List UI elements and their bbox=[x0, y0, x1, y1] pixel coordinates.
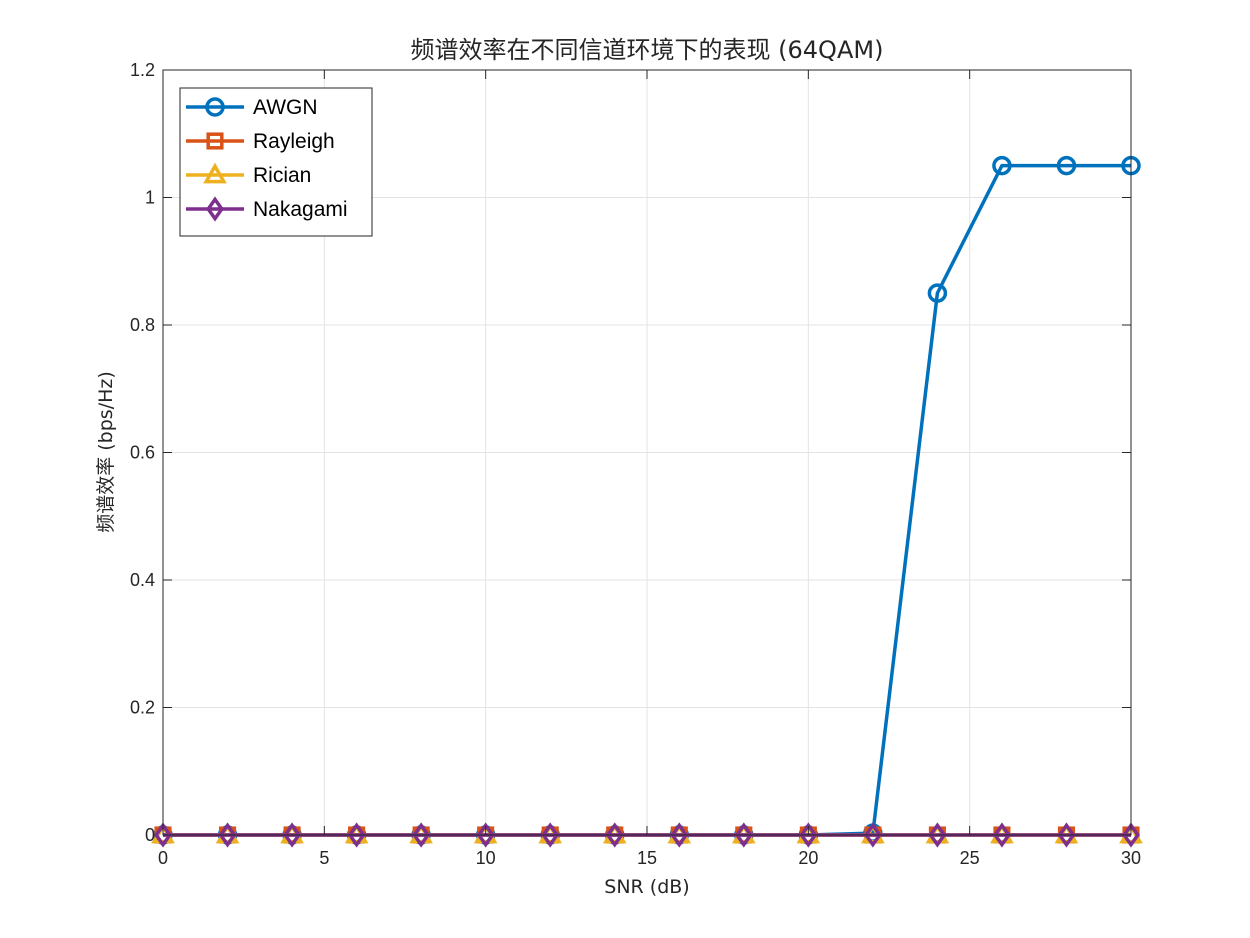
data-point-diamond bbox=[154, 822, 172, 848]
data-point-circle bbox=[927, 283, 948, 303]
y-tick-label: 1.2 bbox=[130, 60, 155, 80]
data-point-diamond bbox=[670, 822, 689, 848]
data-point-circle bbox=[205, 97, 225, 117]
axis-ticks: 0 5 10 15 20 25 30 0 0.2 0.4 0.6 0.8 1 1.2 bbox=[130, 60, 1141, 868]
x-tick-label: 25 bbox=[960, 848, 980, 868]
data-point-square bbox=[206, 132, 224, 150]
data-point-diamond bbox=[1057, 822, 1076, 848]
legend: AWGN Rayleigh Rician Nakagami bbox=[179, 87, 373, 237]
data-point-diamond bbox=[928, 822, 947, 848]
data-point-diamond bbox=[283, 822, 302, 848]
data-point-diamond bbox=[412, 822, 431, 848]
x-tick-label: 10 bbox=[476, 848, 496, 868]
y-tick-label: 0.4 bbox=[130, 570, 155, 590]
legend-label: Rayleigh bbox=[253, 130, 335, 153]
data-point-diamond bbox=[734, 822, 753, 848]
y-tick-label: 0.8 bbox=[130, 315, 155, 335]
chart-title: 频谱效率在不同信道环境下的表现 (64QAM) bbox=[411, 36, 884, 64]
y-tick-label: 0 bbox=[145, 825, 155, 845]
y-axis-label: 频谱效率 (bps/Hz) bbox=[95, 371, 117, 533]
data-point-diamond bbox=[206, 196, 224, 222]
legend-item-nakagami: Nakagami bbox=[186, 196, 348, 222]
y-tick-label: 0.2 bbox=[130, 698, 155, 718]
data-point-circle bbox=[992, 155, 1012, 176]
y-tick-label: 1 bbox=[145, 188, 155, 208]
data-point-diamond bbox=[541, 822, 560, 848]
legend-label: AWGN bbox=[253, 96, 318, 119]
legend-label: Rician bbox=[253, 164, 311, 187]
data-point-diamond bbox=[992, 822, 1011, 848]
x-tick-label: 20 bbox=[798, 848, 818, 868]
x-tick-label: 0 bbox=[158, 848, 168, 868]
y-tick-label: 0.6 bbox=[130, 443, 155, 463]
data-point-diamond bbox=[1122, 822, 1140, 848]
x-axis-label: SNR (dB) bbox=[604, 876, 689, 898]
x-tick-label: 30 bbox=[1121, 848, 1141, 868]
x-tick-label: 15 bbox=[637, 848, 657, 868]
legend-item-awgn: AWGN bbox=[186, 96, 318, 119]
data-point-diamond bbox=[347, 822, 366, 848]
data-point-diamond bbox=[799, 822, 818, 848]
data-point-circle bbox=[1056, 155, 1077, 176]
legend-item-rayleigh: Rayleigh bbox=[186, 130, 335, 153]
x-tick-label: 5 bbox=[319, 848, 329, 868]
legend-label: Nakagami bbox=[253, 198, 348, 221]
data-point-diamond bbox=[605, 822, 624, 848]
data-point-diamond bbox=[476, 822, 495, 848]
data-point-diamond bbox=[218, 822, 237, 848]
data-point-diamond bbox=[863, 822, 882, 848]
data-point-triangle bbox=[203, 162, 227, 184]
legend-item-rician: Rician bbox=[186, 162, 311, 187]
